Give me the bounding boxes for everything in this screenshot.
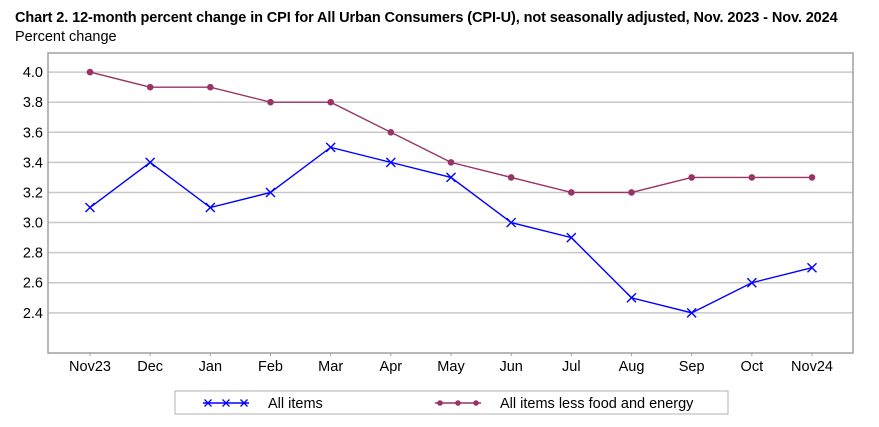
data-point-x-marker [506, 217, 517, 228]
data-point-x-marker [325, 142, 336, 153]
y-tick-label: 2.6 [23, 276, 43, 292]
data-point-x-marker [265, 187, 276, 198]
x-tick-label: Nov23 [69, 359, 111, 375]
series-all-items-less-food-and-energy [86, 68, 816, 196]
x-axis-ticks: Nov23 Dec Jan Feb Mar Apr May Jun Jul Aug Sep Oct No… [69, 353, 833, 375]
y-tick-label: 3.8 [23, 95, 43, 111]
legend-x-marker [222, 399, 230, 407]
data-point-x-marker [385, 157, 396, 168]
data-point-circle-marker [568, 189, 575, 196]
x-tick-label: Feb [258, 359, 283, 375]
y-axis-ticks: 4.0 3.8 3.6 3.4 3.2 3.0 2.8 2.6 2.4 [23, 65, 43, 322]
legend-circle-marker [473, 400, 479, 406]
x-tick-label: Aug [619, 359, 645, 375]
y-tick-label: 3.6 [23, 125, 43, 141]
data-point-x-marker [626, 292, 637, 303]
series-all-items [85, 142, 817, 318]
plot-area [47, 52, 854, 354]
x-tick-label: Jan [199, 359, 222, 375]
data-point-circle-marker [207, 83, 214, 91]
data-point-circle-marker [808, 174, 816, 181]
data-point-circle-marker [447, 159, 455, 166]
x-tick-label: Jul [562, 359, 581, 375]
data-point-x-marker [566, 232, 577, 243]
data-point-circle-marker [748, 174, 756, 181]
data-point-circle-marker [688, 174, 695, 181]
y-tick-label: 2.8 [23, 246, 43, 262]
x-tick-label: Nov24 [791, 359, 833, 375]
data-point-x-marker [686, 307, 697, 318]
x-tick-label: May [437, 359, 465, 375]
data-point-x-marker [205, 202, 216, 213]
x-tick-label: Apr [380, 359, 403, 375]
data-point-circle-marker [146, 83, 154, 91]
x-tick-label: Sep [679, 359, 705, 375]
series-layer [85, 68, 817, 318]
legend-circle-marker [437, 400, 443, 406]
data-point-circle-marker [267, 98, 274, 106]
chart-title: Chart 2. 12-month percent change in CPI … [15, 10, 838, 26]
legend-x-marker [240, 399, 248, 407]
legend: All items All items less food and energy [174, 390, 729, 415]
data-point-circle-marker [628, 189, 635, 196]
legend-x-marker [204, 399, 212, 407]
x-tick-label: Dec [137, 359, 163, 375]
data-point-x-marker [746, 277, 757, 288]
y-tick-label: 3.0 [23, 216, 43, 232]
data-point-circle-marker [86, 68, 94, 76]
legend-circle-marker [455, 400, 461, 406]
x-tick-label: Mar [318, 359, 343, 375]
y-tick-label: 3.2 [23, 185, 43, 201]
legend-item: All items [203, 396, 323, 412]
y-tick-label: 4.0 [23, 65, 43, 81]
y-axis-label: Percent change [15, 29, 117, 45]
x-tick-label: Jun [499, 359, 522, 375]
gridlines [48, 71, 853, 314]
y-tick-label: 2.4 [23, 306, 43, 322]
x-tick-label: Oct [741, 359, 764, 375]
data-point-x-marker [85, 202, 95, 213]
data-point-circle-marker [327, 98, 334, 106]
data-point-circle-marker [387, 128, 395, 136]
data-point-circle-marker [507, 174, 515, 181]
legend-label: All items less food and energy [500, 396, 694, 412]
series-line [89, 146, 813, 314]
y-tick-label: 3.4 [23, 155, 43, 171]
data-point-x-marker [807, 262, 817, 273]
legend-label: All items [268, 396, 323, 412]
data-point-x-marker [145, 157, 156, 168]
legend-item: All items less food and energy [435, 396, 694, 412]
data-point-x-marker [446, 172, 456, 183]
